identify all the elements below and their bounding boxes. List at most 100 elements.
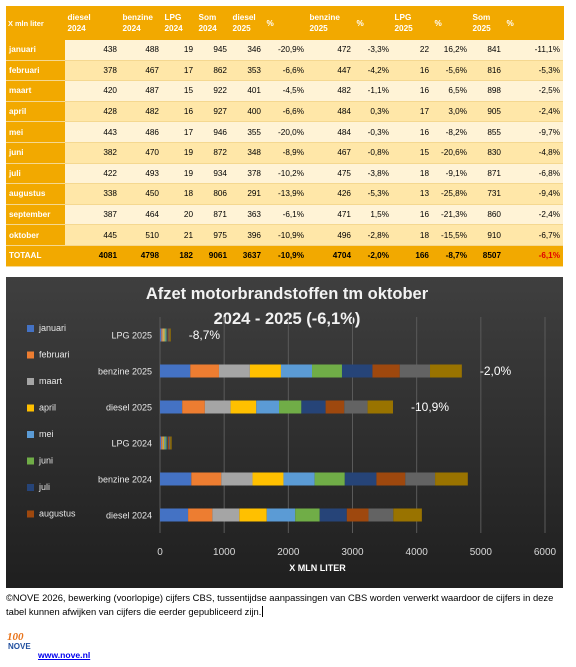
svg-text:100: 100: [7, 631, 24, 643]
bar-segment: [344, 472, 377, 486]
table-cell: 871: [470, 163, 504, 185]
table-cell: -1,1%: [354, 80, 392, 102]
x-tick-label: 5000: [470, 547, 493, 558]
bar-segment: [164, 436, 166, 450]
column-header: Som 2024: [196, 6, 231, 40]
table-cell: 816: [470, 60, 504, 82]
table-row: april 428 482 16 927 400 -6,6% 484 0,3% 17 3,0% 905…: [6, 101, 563, 123]
table-cell: -2,8%: [354, 224, 392, 246]
table-cell: -2,4%: [504, 204, 563, 226]
table-cell: -13,9%: [264, 183, 307, 205]
bar-segment: [212, 508, 240, 522]
table-cell: 16: [392, 80, 432, 102]
table-cell: 0,3%: [354, 101, 392, 123]
bar-segment: [166, 328, 168, 342]
table-cell: 18: [162, 183, 196, 205]
table-cell: 898: [470, 80, 504, 102]
table-cell: 905: [470, 101, 504, 123]
source-footnote: ©NOVE 2026, bewerking (voorlopige) cijfe…: [6, 591, 571, 619]
table-cell: -6,6%: [264, 101, 307, 123]
table-row: juni 382 470 19 872 348 -8,9% 467 -0,8% 15 -20,6% 8…: [6, 142, 563, 164]
row-label: februari: [6, 60, 65, 82]
table-cell: 496: [307, 224, 354, 246]
chart-title: 2024 - 2025 (-6,1%): [214, 310, 361, 328]
table-cell: 4081: [65, 245, 120, 267]
legend-entry: mei: [39, 429, 54, 439]
bar-segment: [312, 364, 342, 378]
table-cell: 422: [65, 163, 120, 185]
stacked-bar-chart: Afzet motorbrandstoffen tm oktober 2024 -…: [6, 277, 563, 588]
legend-swatch: [27, 510, 34, 518]
legend-entry: januari: [38, 323, 66, 333]
table-cell: -10,9%: [264, 224, 307, 246]
column-header: Som 2025: [470, 6, 505, 40]
row-label: april: [6, 101, 65, 123]
y-category-label: LPG 2025: [111, 331, 152, 341]
website-link[interactable]: www.nove.nl: [38, 650, 91, 660]
legend-entry: februari: [39, 350, 70, 360]
bar-segment: [164, 328, 166, 342]
legend-swatch: [27, 457, 34, 465]
table-cell: 4704: [307, 245, 354, 267]
table-cell: -8,9%: [264, 142, 307, 164]
column-header: diesel 2025: [230, 6, 265, 40]
table-cell: 18: [392, 224, 432, 246]
chart-svg: Afzet motorbrandstoffen tm oktober 2024 -…: [6, 277, 563, 588]
legend-entry: augustus: [39, 509, 76, 519]
table-cell: 860: [470, 204, 504, 226]
table-cell: 464: [120, 204, 162, 226]
bar-segment: [218, 364, 250, 378]
bar-segment: [341, 364, 373, 378]
row-label: januari: [6, 40, 65, 61]
bar-segment: [301, 400, 326, 414]
bar-segment: [249, 364, 281, 378]
row-label: oktober: [6, 224, 65, 246]
table-cell: 9061: [196, 245, 230, 267]
column-header: LPG 2025: [392, 6, 433, 40]
table-body: januari 438 488 19 945 346 -20,9% 472 -3,3% 22 16,…: [6, 40, 563, 267]
bar-segment: [165, 436, 167, 450]
y-category-label: LPG 2024: [111, 439, 152, 449]
table-cell: 19: [162, 40, 196, 61]
table-cell: -9,7%: [504, 121, 563, 143]
table-cell: 16: [392, 204, 432, 226]
bar-segment: [325, 400, 345, 414]
bar-segment: [170, 436, 172, 450]
x-tick-label: 4000: [406, 547, 429, 558]
table-cell: 428: [65, 101, 120, 123]
table-cell: -20,6%: [432, 142, 470, 164]
table-cell: 15: [392, 142, 432, 164]
table-cell: 355: [230, 121, 264, 143]
table-cell: -6,7%: [504, 224, 563, 246]
bar-segment: [160, 364, 191, 378]
table-cell: -4,2%: [354, 60, 392, 82]
row-label: maart: [6, 80, 65, 102]
table-cell: 363: [230, 204, 264, 226]
bar-segment: [230, 400, 257, 414]
table-row: februari 378 467 17 862 353 -6,6% 447 -4,2% 16 -5,…: [6, 60, 563, 82]
table-cell: -4,5%: [264, 80, 307, 102]
table-cell: 450: [120, 183, 162, 205]
table-row: augustus 338 450 18 806 291 -13,9% 426 -5,3% 13 -2…: [6, 183, 563, 205]
legend-entry: juni: [38, 456, 53, 466]
column-header: benzine 2025: [307, 6, 355, 40]
table-cell: -2,4%: [504, 101, 563, 123]
table-cell: 17: [162, 60, 196, 82]
table-cell: 484: [307, 101, 354, 123]
column-header: %: [354, 6, 393, 40]
table-row: september 387 464 20 871 363 -6,1% 471 1,5% 16 -21…: [6, 204, 563, 226]
table-cell: 438: [65, 40, 120, 61]
table-cell: -0,3%: [354, 121, 392, 143]
table-row: maart 420 487 15 922 401 -4,5% 482 -1,1% 16 6,5% 89…: [6, 80, 563, 102]
table-cell: -10,2%: [264, 163, 307, 185]
table-cell: -20,0%: [264, 121, 307, 143]
table-cell: 855: [470, 121, 504, 143]
table-cell: -9,1%: [432, 163, 470, 185]
bar-segment: [160, 508, 189, 522]
bar-segment: [319, 508, 347, 522]
bar-segment: [435, 472, 468, 486]
table-cell: 467: [307, 142, 354, 164]
table-cell: 13: [392, 183, 432, 205]
table-cell: 484: [307, 121, 354, 143]
table-cell: 731: [470, 183, 504, 205]
